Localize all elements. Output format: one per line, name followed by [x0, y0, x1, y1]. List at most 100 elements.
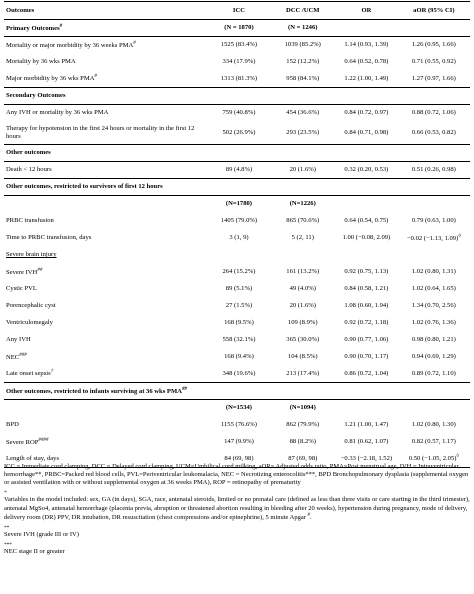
cell-outcome: Cystic PVL — [4, 281, 208, 298]
cell-or — [335, 19, 398, 37]
cell-or-text: 0.64 (0.52, 0.78) — [344, 58, 389, 66]
cell-or-text: 1.00 (−0.08, 2.09) — [342, 234, 391, 242]
cell-aor-text: 0.79 (0.63, 1.00) — [411, 217, 456, 225]
footnote-marker: #### — [38, 437, 49, 443]
cell-dcc — [270, 87, 336, 105]
table-section-row: Primary Outcomes# (N = 1870) (N = 1246) — [4, 19, 470, 37]
cell-icc: 147 (9.9%) — [208, 434, 271, 451]
cell-outcome-text: Secondary Outcomes — [6, 92, 66, 100]
cell-outcome: Other outcomes, restricted to survivors … — [4, 178, 208, 196]
cell-outcome: Mortality by 36 wks PMA — [4, 54, 208, 71]
cell-aor: 0.89 (0.72, 1.10) — [398, 366, 470, 383]
cell-icc: (N = 1870) — [207, 19, 271, 37]
cell-outcome: Mortality or major morbidity by 36 weeks… — [4, 37, 208, 54]
cell-icc: (N=1534) — [208, 400, 271, 417]
table-row: Porencephalic cyst 27 (1.5%) 20 (1.6%) 1.08… — [4, 298, 470, 315]
cell-icc-text: (N=1534) — [225, 404, 253, 412]
cell-aor-text: 1.26 (0.95, 1.66) — [411, 41, 456, 49]
cell-icc: 264 (15.2%) — [208, 264, 271, 281]
cell-dcc: (N=1094) — [270, 400, 335, 417]
cell-dcc-text: (N = 1246) — [288, 24, 318, 32]
cell-dcc: (N=1226) — [270, 196, 335, 213]
cell-icc: (N=1780) — [208, 196, 271, 213]
table-row: (N=1534) (N=1094) — [4, 400, 470, 417]
cell-aor-text: 1.34 (0.70, 2.56) — [411, 302, 456, 310]
cell-dcc: 152 (12.2%) — [270, 54, 335, 71]
table-row: Late onset sepsis† 348 (19.6%) 213 (17.4%)… — [4, 366, 470, 383]
footnote-severe-ivh: ** Severe IVH (grade III or IV) — [4, 526, 470, 539]
cell-or: 0.32 (0.20, 0.53) — [335, 162, 398, 179]
cell-or: 1.22 (1.00, 1.49) — [335, 71, 398, 88]
cell-aor-text: 1.02 (0.76, 1.36) — [411, 319, 456, 327]
cell-icc: 502 (26.9%) — [208, 122, 271, 145]
cell-icc — [207, 144, 271, 162]
table-row: Severe ROP#### 147 (9.9%) 88 (8.2%) 0.81 (0… — [4, 434, 470, 451]
cell-or-text: 0.92 (0.75, 1.13) — [344, 268, 389, 276]
cell-dcc-text: 865 (70.6%) — [286, 217, 320, 225]
cell-aor-text: 0.71 (0.55, 0.92) — [411, 58, 456, 66]
footnote-marker: ## — [181, 386, 187, 392]
cell-outcome-text: Any IVH or mortality by 36 wks PMA — [6, 109, 109, 117]
cell-or-text: 0.84 (0.72, 0.97) — [344, 109, 389, 117]
cell-icc: 1405 (79.0%) — [208, 213, 271, 230]
cell-or-text: 0.90 (0.70, 1.17) — [344, 353, 389, 361]
cell-or-text: 0.92 (0.72, 1.18) — [344, 319, 389, 327]
cell-outcome-text: Ventriculomegaly — [6, 319, 53, 327]
cell-dcc-text: 109 (8.9%) — [287, 319, 318, 327]
cell-icc-text: 1405 (79.0%) — [220, 217, 258, 225]
cell-or-text: 1.14 (0.93, 1.39) — [344, 41, 389, 49]
cell-aor-text: 1.02 (0.80, 1.31) — [411, 268, 456, 276]
cell-icc: 3 (1, 9) — [208, 230, 271, 247]
cell-icc-text: 264 (15.2%) — [222, 268, 256, 276]
cell-icc-text: 558 (32.1%) — [222, 336, 256, 344]
cell-aor: 1.27 (0.97, 1.66) — [398, 71, 470, 88]
cell-outcome-text: Other outcomes, restricted to survivors … — [6, 183, 163, 191]
cell-outcome-text: BPD — [6, 421, 19, 429]
table-row: PRBC transfusion 1405 (79.0%) 865 (70.6%) 0… — [4, 213, 470, 230]
cell-dcc-text: 862 (79.9%) — [286, 421, 320, 429]
cell-or: 1.14 (0.93, 1.39) — [335, 37, 398, 54]
table-row: Mortality by 36 wks PMA 334 (17.9%) 152 (1… — [4, 54, 470, 71]
cell-dcc: 49 (4.0%) — [270, 281, 335, 298]
cell-outcome — [4, 400, 208, 417]
cell-dcc — [270, 178, 336, 196]
table-body: Primary Outcomes # (N = 1870) (N = 1246) Mor… — [4, 19, 470, 468]
cell-aor: 1.02 (0.76, 1.36) — [398, 315, 470, 332]
footnote-severe-ivh-text: Severe IVH (grade III or IV) — [4, 530, 79, 538]
cell-dcc-text: 20 (1.6%) — [289, 166, 316, 174]
cell-aor: 0.94 (0.69, 1.29) — [398, 349, 470, 366]
cell-icc: 89 (4.8%) — [208, 162, 271, 179]
table-row: NEC### 168 (9.4%) 104 (8.5%) 0.90 (0.70, 1.… — [4, 349, 470, 366]
table-row: Any IVH 558 (32.1%) 365 (30.0%) 0.90 (0.77,… — [4, 332, 470, 349]
table-row: Cystic PVL 89 (5.1%) 49 (4.0%) 0.84 (0.58, … — [4, 281, 470, 298]
cell-aor-text: 0.51 (0.26, 0.98) — [411, 166, 456, 174]
cell-dcc — [270, 247, 335, 264]
cell-aor: 1.34 (0.70, 2.56) — [398, 298, 470, 315]
footnote-marker: # — [133, 40, 136, 46]
header-outcomes: Outcomes — [4, 1, 208, 20]
cell-or: 0.84 (0.71, 0.98) — [335, 122, 398, 145]
footnote-marker: # — [94, 74, 97, 80]
cell-dcc: 213 (17.4%) — [270, 366, 335, 383]
cell-or-text: 0.86 (0.72, 1.04) — [344, 369, 389, 377]
cell-outcome: Other outcomes, restricted to infants su… — [4, 382, 208, 400]
cell-aor-text: 0.94 (0.69, 1.29) — [411, 353, 456, 361]
cell-dcc-text: 958 (84.1%) — [286, 74, 320, 82]
cell-icc-text: 1313 (81.3%) — [220, 74, 258, 82]
cell-outcome — [4, 196, 208, 213]
cell-or — [335, 144, 398, 162]
cell-icc-text: 147 (9.9%) — [224, 438, 254, 446]
cell-outcome-text: Any IVH — [6, 336, 31, 344]
cell-aor-text: 1.27 (0.97, 1.66) — [411, 74, 456, 82]
cell-or — [335, 178, 398, 196]
cell-or: 0.86 (0.72, 1.04) — [335, 366, 398, 383]
table-row: Ventriculomegaly 168 (9.5%) 109 (8.9%) 0.92… — [4, 315, 470, 332]
table-row: Any IVH or mortality by 36 wks PMA 759 (4… — [4, 105, 470, 122]
footnote-marker: *** — [4, 543, 12, 549]
cell-outcome-text: Mortality or major morbidity by 36 weeks… — [6, 42, 134, 50]
cell-outcome-text: Severe ROP — [6, 438, 39, 446]
cell-dcc: 454 (36.6%) — [270, 105, 335, 122]
header-or: OR — [335, 1, 398, 20]
cell-dcc — [270, 382, 336, 400]
cell-outcome-text: Primary Outcomes — [6, 24, 60, 32]
